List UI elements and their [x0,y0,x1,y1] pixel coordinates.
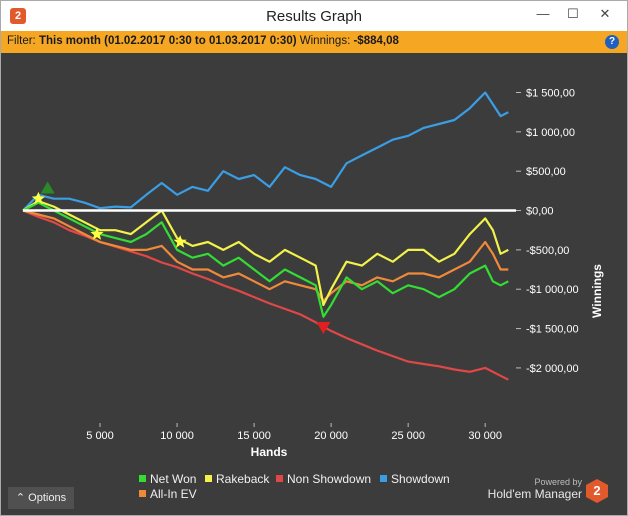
legend-label: Showdown [391,472,450,486]
powered-by-text: Powered by [534,477,582,487]
x-tick-label: 20 000 [314,430,348,442]
maximize-button[interactable]: ☐ [567,6,579,21]
y-axis-title: Winnings [590,264,604,318]
showdown-swatch [380,475,387,482]
filter-label: Filter: [7,35,36,47]
y-tick-label: -$1 500,00 [526,324,579,336]
series-lines [22,91,509,381]
winnings-value: -$884,08 [353,35,399,47]
y-axis: $1 500,00 $1 000,00 $500,00 $0,00 -$500,00 -$… [516,87,579,375]
results-chart: $1 500,00 $1 000,00 $500,00 $0,00 -$500,00 -$… [22,87,604,459]
help-icon[interactable]: ? [605,35,619,49]
legend-label: Rakeback [216,472,270,486]
legend-item-non-showdown[interactable]: Non Showdown [276,472,371,486]
minimize-button[interactable]: — [536,6,550,21]
triangle-up-marker [40,181,55,194]
x-axis-title: Hands [251,445,288,459]
legend-item-all-in-ev[interactable]: All-In EV [139,487,197,501]
y-tick-label: -$2 000,00 [526,363,579,375]
y-tick-label: $0,00 [526,206,554,218]
triangle-down-marker [316,321,331,334]
legend-item-rakeback[interactable]: Rakeback [205,472,269,486]
x-tick-label: 25 000 [391,430,425,442]
series-line-all-in-ev [22,209,509,303]
title-bar[interactable]: 2 Results Graph — ☐ ✕ [1,1,627,31]
non-showdown-swatch [276,475,283,482]
window-title: Results Graph [266,8,362,25]
x-axis: 5 000 10 000 15 000 20 000 25 000 30 000 [86,423,502,442]
y-tick-label: $500,00 [526,166,566,178]
brand-logo-icon: 2 [586,479,608,503]
chart-area: $1 500,00 $1 000,00 $500,00 $0,00 -$500,00 -$… [1,53,627,515]
legend-label: Non Showdown [287,472,372,486]
legend-label: All-In EV [150,487,197,501]
star-marker [90,227,104,240]
net-won-swatch [139,475,146,482]
x-tick-label: 10 000 [160,430,194,442]
y-tick-label: $1 500,00 [526,87,575,99]
brand-name: Hold'em Manager [487,487,582,501]
filter-period: This month (01.02.2017 0:30 to 01.03.201… [38,35,297,47]
rakeback-swatch [205,475,212,482]
series-line-net-won [22,201,509,318]
app-logo-icon: 2 [10,8,26,24]
close-button[interactable]: ✕ [599,6,611,21]
star-marker [173,235,187,248]
star-marker [31,191,46,205]
x-tick-label: 5 000 [86,430,114,442]
chevron-up-icon: ⌃ [15,492,26,504]
series-line-showdown [22,91,509,212]
y-tick-label: -$1 000,00 [526,284,579,296]
legend-label: Net Won [150,472,197,486]
filter-bar: Filter: This month (01.02.2017 0:30 to 0… [1,31,627,53]
options-label: Options [28,492,67,504]
series-line-rakeback [22,200,509,307]
y-tick-label: $1 000,00 [526,127,575,139]
y-tick-label: -$500,00 [526,245,569,257]
all-in-ev-swatch [139,490,146,497]
options-button[interactable]: ⌃ Options [8,487,74,509]
chart-markers [31,181,331,334]
legend-item-showdown[interactable]: Showdown [380,472,450,486]
legend-item-net-won[interactable]: Net Won [139,472,196,486]
x-tick-label: 30 000 [468,430,502,442]
winnings-label: Winnings: [299,35,351,47]
x-tick-label: 15 000 [237,430,271,442]
filter-summary: Filter: This month (01.02.2017 0:30 to 0… [7,35,399,47]
